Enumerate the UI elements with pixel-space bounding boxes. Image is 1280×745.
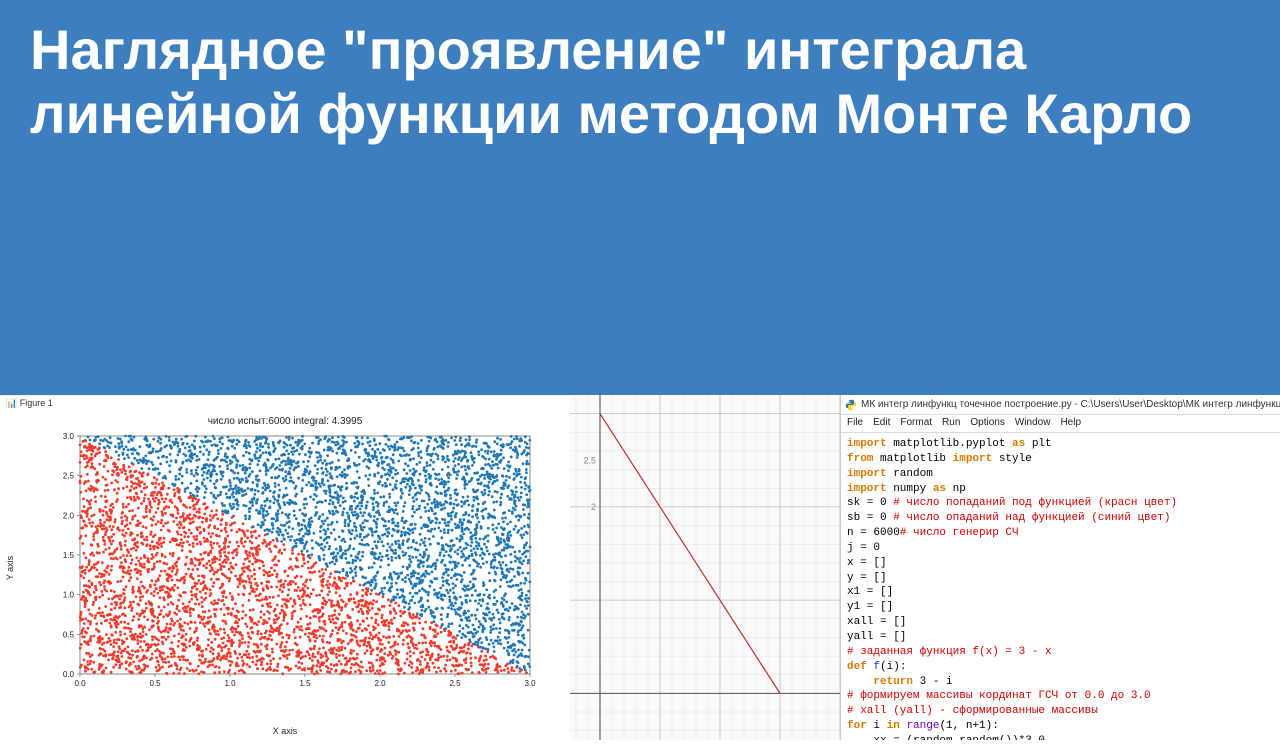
svg-text:2.5: 2.5 (449, 679, 461, 688)
menu-options[interactable]: Options (970, 417, 1004, 428)
figure-title: Figure 1 (20, 398, 53, 408)
editor-titlebar: МК интегр линфункц точечное построение.p… (841, 395, 1280, 415)
svg-text:2.5: 2.5 (63, 472, 75, 481)
python-icon (845, 399, 857, 411)
svg-text:0.5: 0.5 (149, 679, 161, 688)
figure-icon: 📊 (6, 398, 17, 408)
scatter-xlabel: X axis (273, 726, 298, 736)
editor-titlebar-text: МК интегр линфункц точечное построение.p… (861, 399, 1280, 410)
scatter-plot: 0.0 0.5 1.0 1.5 2.0 2.5 3.0 0.0 0.5 1.0 1.5 2.0 2.5 3… (50, 430, 540, 700)
code-editor-window: МК интегр линфункц точечное построение.p… (840, 395, 1280, 740)
scatter-figure-window: 📊 Figure 1 число испыт:6000 integral: 4.… (0, 395, 570, 740)
menu-run[interactable]: Run (942, 417, 960, 428)
svg-text:1.0: 1.0 (63, 591, 75, 600)
grid-line-plot: 22.5 (570, 395, 840, 740)
grid-graph-panel: 22.5 (570, 395, 840, 740)
menu-edit[interactable]: Edit (873, 417, 890, 428)
svg-text:0.5: 0.5 (63, 630, 75, 639)
svg-text:0.0: 0.0 (74, 679, 86, 688)
code-body: import matplotlib.pyplot as plt from mat… (841, 433, 1280, 740)
svg-text:2.0: 2.0 (374, 679, 386, 688)
svg-text:2.0: 2.0 (63, 511, 75, 520)
svg-text:0.0: 0.0 (63, 670, 75, 679)
menu-file[interactable]: File (847, 417, 863, 428)
scatter-chart-title: число испыт:6000 integral: 4.3995 (0, 416, 570, 427)
svg-text:1.5: 1.5 (63, 551, 75, 560)
svg-text:1.5: 1.5 (299, 679, 311, 688)
title-heading: Наглядное "проявление" интеграла линейно… (30, 18, 1250, 147)
menu-help[interactable]: Help (1060, 417, 1081, 428)
figure-titlebar: 📊 Figure 1 (0, 396, 570, 411)
menu-format[interactable]: Format (900, 417, 932, 428)
title-banner: Наглядное "проявление" интеграла линейно… (0, 0, 1280, 395)
lower-row: 📊 Figure 1 число испыт:6000 integral: 4.… (0, 395, 1280, 740)
scatter-ylabel: Y axis (5, 556, 15, 580)
svg-text:1.0: 1.0 (224, 679, 236, 688)
svg-text:3.0: 3.0 (524, 679, 536, 688)
svg-text:3.0: 3.0 (63, 432, 75, 441)
editor-menubar: File Edit Format Run Options Window Help (841, 415, 1280, 433)
menu-window[interactable]: Window (1015, 417, 1051, 428)
